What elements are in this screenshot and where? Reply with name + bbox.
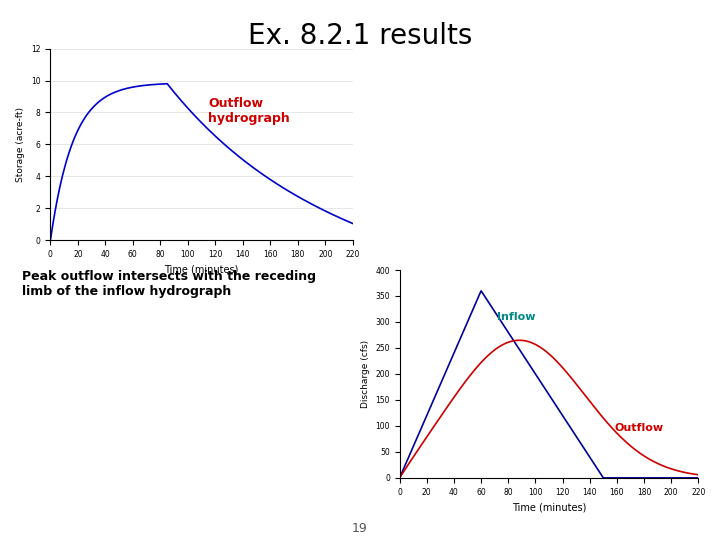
Y-axis label: Discharge (cfs): Discharge (cfs) (361, 340, 369, 408)
Text: Ex. 8.2.1 results: Ex. 8.2.1 results (248, 22, 472, 50)
X-axis label: Time (minutes): Time (minutes) (164, 265, 239, 274)
Y-axis label: Storage (acre-ft): Storage (acre-ft) (17, 107, 25, 182)
Text: Outflow: Outflow (614, 423, 663, 433)
Text: Inflow: Inflow (498, 312, 536, 322)
Text: Peak outflow intersects with the receding
limb of the inflow hydrograph: Peak outflow intersects with the recedin… (22, 270, 315, 298)
Text: Outflow
hydrograph: Outflow hydrograph (209, 97, 290, 125)
Text: 19: 19 (352, 522, 368, 535)
X-axis label: Time (minutes): Time (minutes) (512, 502, 586, 512)
